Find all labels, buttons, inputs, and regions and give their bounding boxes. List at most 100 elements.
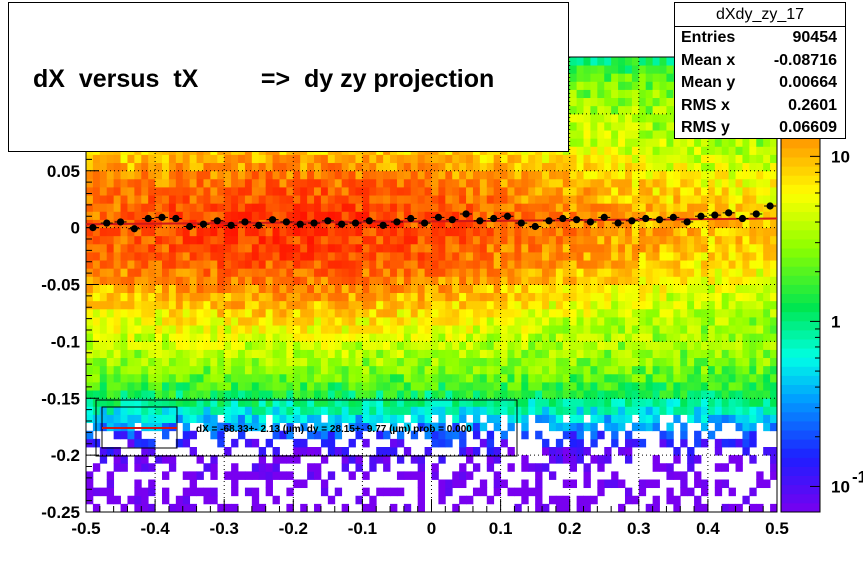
heatmap-cell xyxy=(168,341,177,350)
heatmap-cell xyxy=(120,300,128,310)
heatmap-cell xyxy=(500,170,508,180)
heatmap-cell xyxy=(238,365,246,375)
heatmap-cell xyxy=(244,390,253,399)
heatmap-cell xyxy=(666,463,674,472)
heatmap-cell xyxy=(162,154,170,164)
heatmap-cell xyxy=(238,308,246,318)
heatmap-cell xyxy=(148,284,156,294)
heatmap-cell xyxy=(341,349,349,359)
heatmap-cell xyxy=(217,300,225,310)
heatmap-cell xyxy=(334,243,343,253)
heatmap-cell xyxy=(604,447,612,456)
heatmap-cell xyxy=(258,349,267,359)
heatmap-cell xyxy=(459,365,467,375)
heatmap-cell xyxy=(618,398,626,407)
heatmap-cell xyxy=(134,357,142,367)
heatmap-cell xyxy=(189,317,197,326)
heatmap-cell xyxy=(631,130,640,139)
heatmap-cell xyxy=(300,422,308,432)
heatmap-cell xyxy=(535,276,543,285)
heatmap-cell xyxy=(680,422,688,432)
heatmap-cell xyxy=(106,373,115,383)
heatmap-cell xyxy=(175,268,184,277)
heatmap-cell xyxy=(272,325,280,334)
heatmap-cell xyxy=(314,463,322,472)
heatmap-cell xyxy=(238,406,246,415)
heatmap-cell xyxy=(514,357,522,367)
heatmap-cell xyxy=(403,390,412,399)
heatmap-cell xyxy=(514,227,522,237)
heatmap-cell xyxy=(424,178,432,188)
heatmap-cell xyxy=(459,325,467,334)
heatmap-cell xyxy=(134,463,142,472)
heatmap-cell xyxy=(604,390,612,399)
heatmap-cell xyxy=(548,398,557,407)
heatmap-cell xyxy=(92,398,101,407)
heatmap-cell xyxy=(452,292,460,302)
heatmap-cell xyxy=(106,317,115,326)
heatmap-cell xyxy=(155,195,163,204)
heatmap-cell xyxy=(521,154,529,164)
heatmap-cell xyxy=(638,333,647,342)
heatmap-cell xyxy=(396,219,405,229)
heatmap-cell xyxy=(134,170,142,180)
heatmap-cell xyxy=(320,373,329,383)
heatmap-cell xyxy=(403,211,412,220)
heatmap-cell xyxy=(624,178,633,188)
heatmap-cell xyxy=(251,463,260,472)
heatmap-cell xyxy=(680,438,688,448)
heatmap-cell xyxy=(618,105,626,115)
heatmap-cell xyxy=(182,390,191,399)
heatmap-cell xyxy=(175,341,184,350)
heatmap-cell xyxy=(576,97,584,107)
heatmap-cell xyxy=(300,195,308,204)
heatmap-cell xyxy=(113,382,121,391)
heatmap-cell xyxy=(403,333,412,342)
heatmap-cell xyxy=(148,162,156,172)
heatmap-cell xyxy=(258,503,267,513)
heatmap-cell xyxy=(535,300,543,310)
heatmap-cell xyxy=(320,341,329,350)
heatmap-cell xyxy=(175,503,184,513)
heatmap-cell xyxy=(348,349,356,359)
heatmap-cell xyxy=(721,219,730,229)
heatmap-cell xyxy=(417,276,425,285)
heatmap-cell xyxy=(175,349,184,359)
heatmap-cell xyxy=(238,398,246,407)
heatmap-cell xyxy=(700,292,709,302)
heatmap-cell xyxy=(521,227,529,237)
heatmap-cell xyxy=(293,414,301,424)
heatmap-cell xyxy=(680,292,688,302)
heatmap-cell xyxy=(638,373,647,383)
heatmap-cell xyxy=(472,317,481,326)
heatmap-cell xyxy=(410,260,419,269)
heatmap-cell xyxy=(631,146,640,155)
heatmap-cell xyxy=(666,113,674,123)
heatmap-cell xyxy=(403,365,412,375)
heatmap-cell xyxy=(348,300,356,310)
heatmap-cell xyxy=(396,487,405,497)
heatmap-cell xyxy=(562,268,571,277)
heatmap-cell xyxy=(590,333,598,342)
heatmap-cell xyxy=(327,154,336,164)
heatmap-cell xyxy=(611,130,619,139)
heatmap-cell xyxy=(155,414,163,424)
heatmap-cell xyxy=(300,503,308,513)
heatmap-cell xyxy=(175,195,184,204)
heatmap-cell xyxy=(238,203,246,212)
heatmap-cell xyxy=(555,187,564,196)
heatmap-cell xyxy=(327,178,336,188)
heatmap-cell xyxy=(562,252,571,261)
heatmap-cell xyxy=(293,398,301,407)
heatmap-cell xyxy=(576,495,584,505)
heatmap-cell xyxy=(189,479,197,489)
heatmap-cell xyxy=(396,373,405,383)
heatmap-cell xyxy=(196,471,204,480)
heatmap-cell xyxy=(231,325,239,334)
heatmap-cell xyxy=(721,341,730,350)
heatmap-cell xyxy=(120,276,128,285)
heatmap-cell xyxy=(106,154,115,164)
heatmap-cell xyxy=(162,422,170,432)
heatmap-cell xyxy=(279,170,287,180)
heatmap-cell xyxy=(507,235,515,245)
